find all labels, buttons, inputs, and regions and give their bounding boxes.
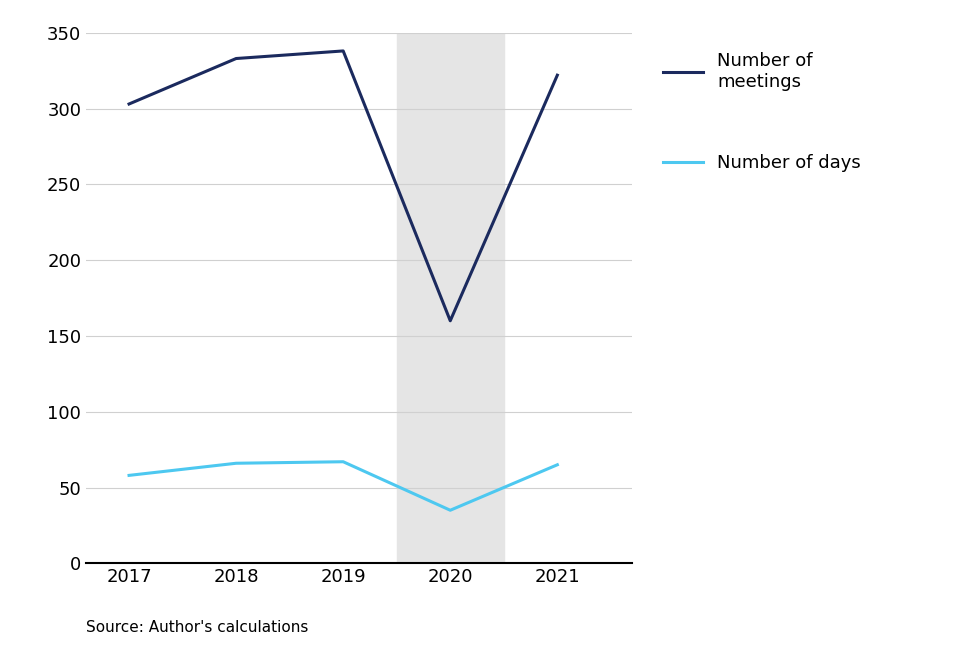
Legend: Number of
meetings, Number of days: Number of meetings, Number of days xyxy=(663,52,861,172)
Text: Source: Author's calculations: Source: Author's calculations xyxy=(86,620,308,635)
Bar xyxy=(397,33,504,563)
